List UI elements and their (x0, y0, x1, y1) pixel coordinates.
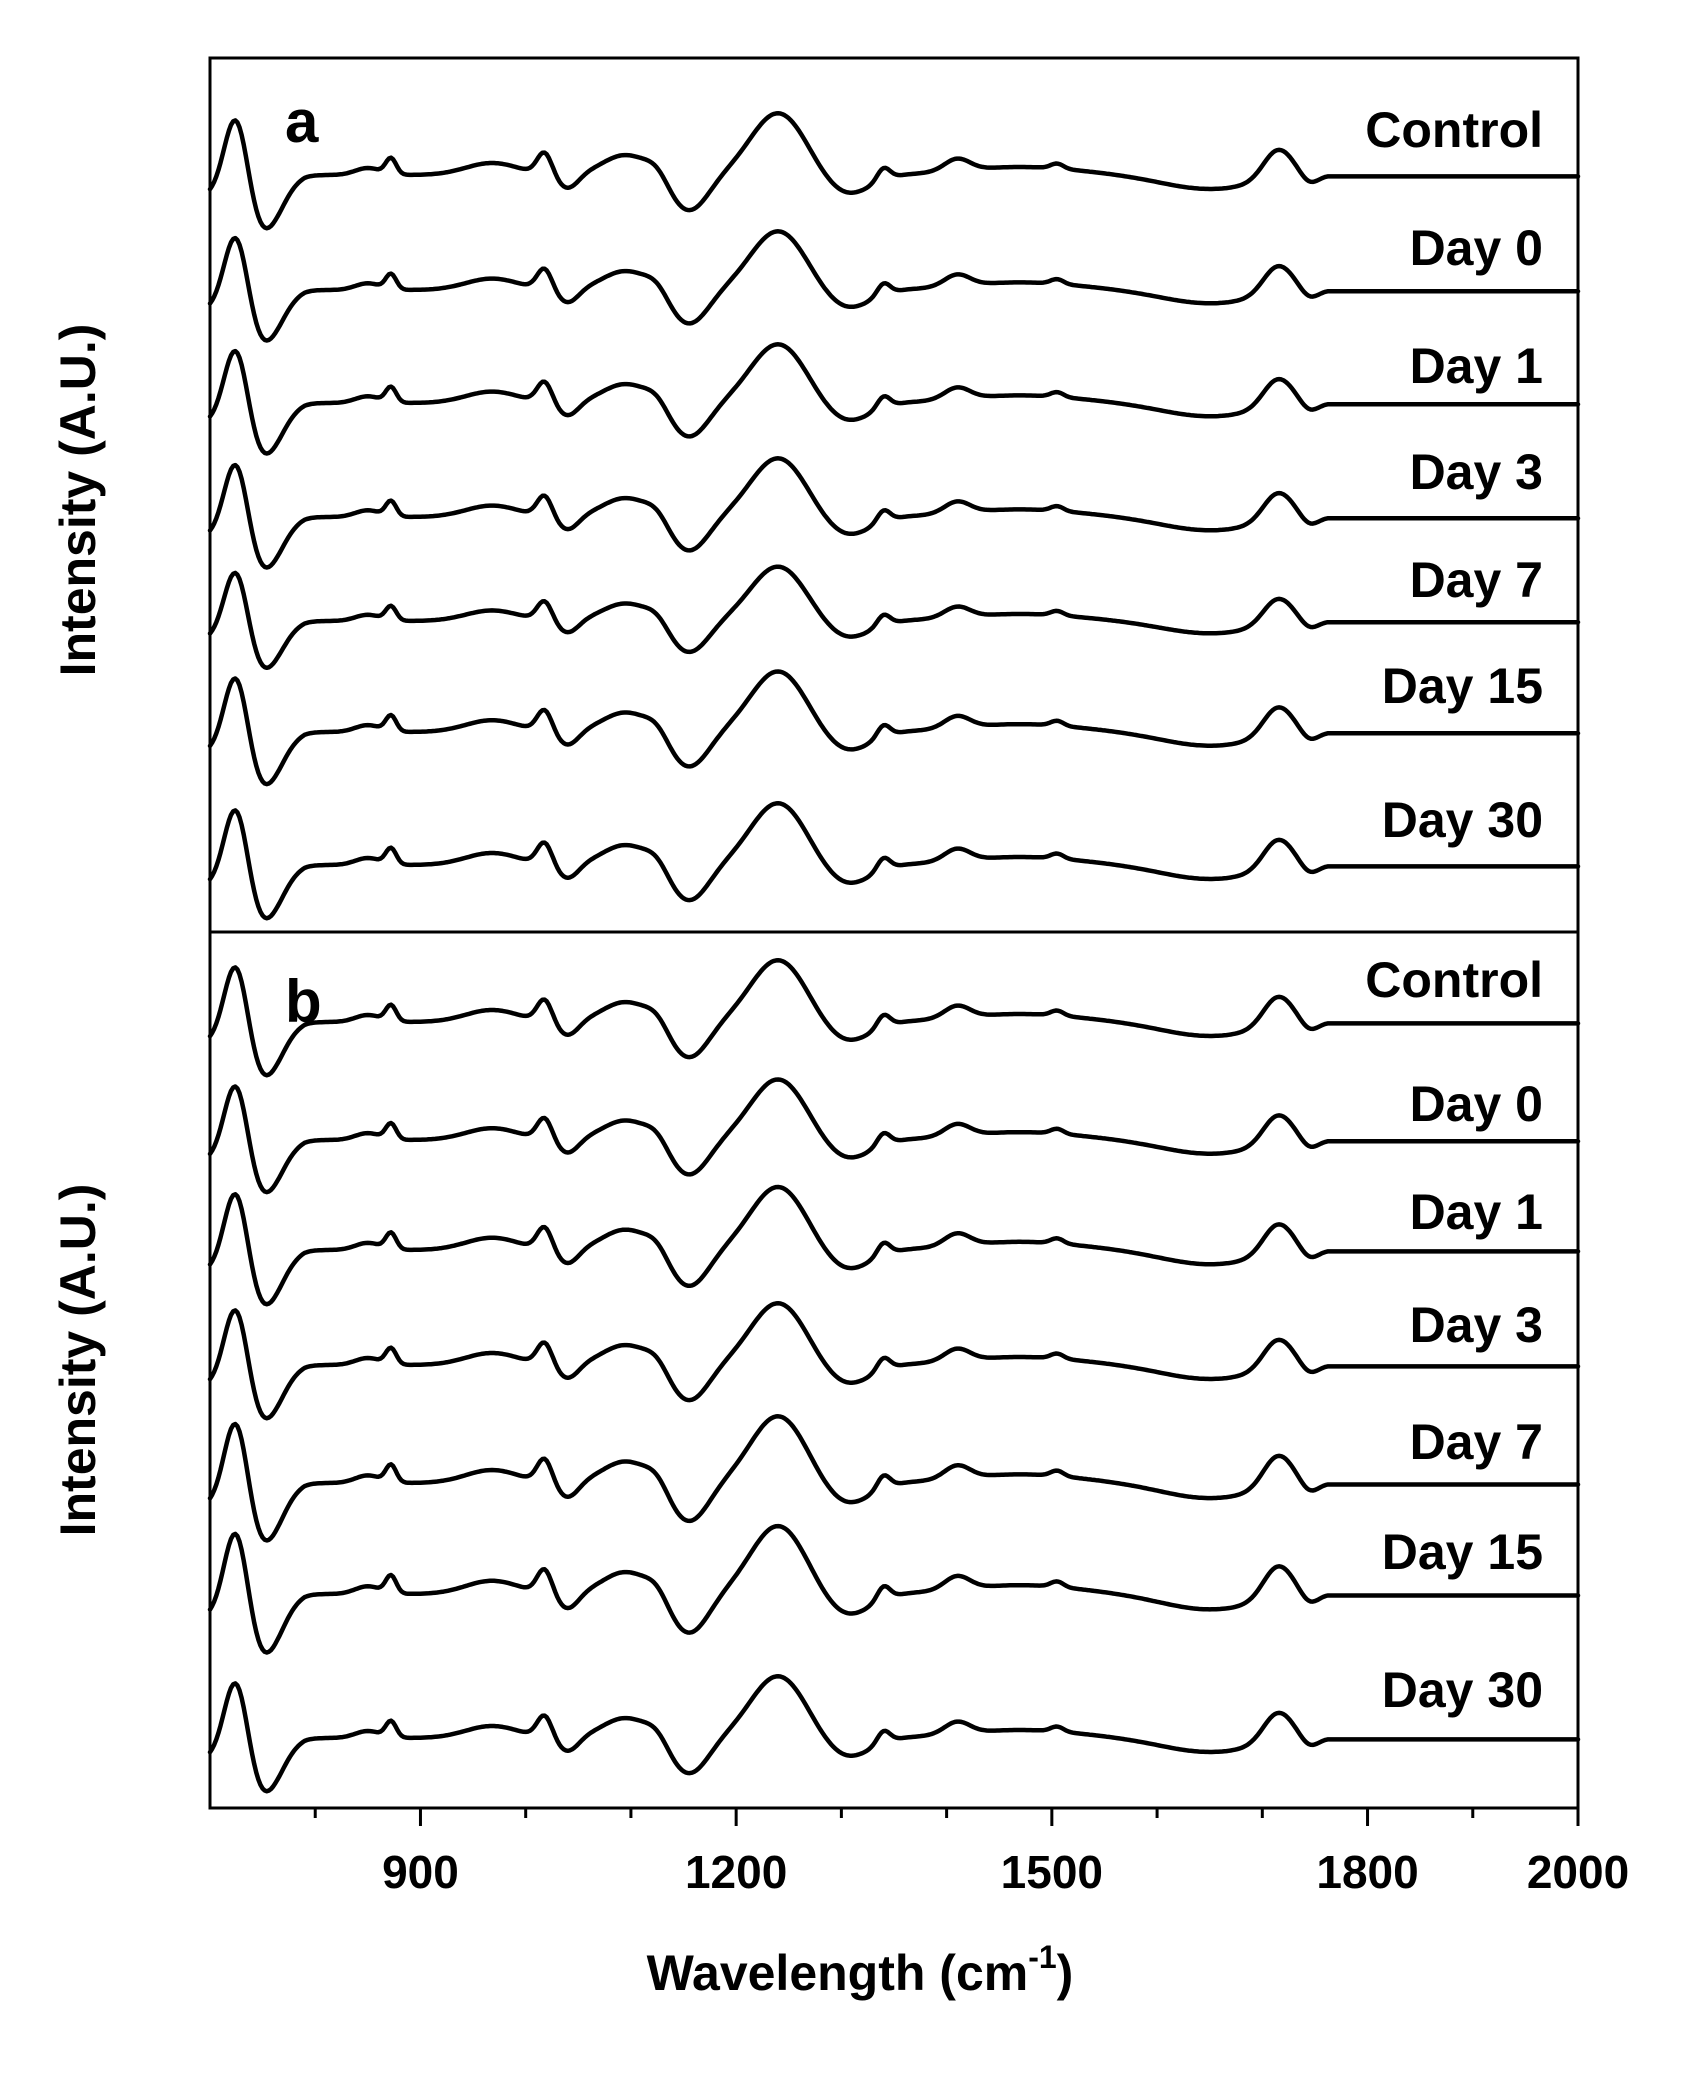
panel-b-day-3-label: Day 3 (1410, 1297, 1543, 1353)
panel-b-day-15-label: Day 15 (1382, 1524, 1543, 1580)
x-tick-label-900: 900 (382, 1846, 459, 1898)
x-axis-title-close: ) (1057, 1945, 1074, 2001)
panel-b-frame (208, 930, 1580, 1810)
panel-b-day-0-trace (207, 1077, 1581, 1195)
panel-a-y-axis-title: Intensity (A.U.) (50, 324, 106, 677)
panel-b-day-30-label: Day 30 (1382, 1662, 1543, 1718)
panel-b-day-1-label: Day 1 (1410, 1184, 1543, 1240)
panel-b-day-1-trace (207, 1184, 1581, 1307)
panel-a-frame (208, 56, 1580, 934)
x-tick-label-1500: 1500 (1001, 1846, 1103, 1898)
panel-a-day-30-label: Day 30 (1382, 792, 1543, 848)
panel-a-day-1-trace (207, 342, 1581, 456)
x-axis-title-main: Wavelength (cm (647, 1945, 1029, 2001)
panel-a-day-0-trace (207, 229, 1581, 343)
x-axis-title-exponent: -1 (1028, 1939, 1056, 1975)
panel-a-control-trace (207, 111, 1581, 231)
x-tick-label-1200: 1200 (685, 1846, 787, 1898)
panel-b-day-7-trace (207, 1414, 1581, 1543)
panel-a-day-3-label: Day 3 (1410, 444, 1543, 500)
panel-a-control-label: Control (1365, 102, 1543, 158)
panel-b-day-7-label: Day 7 (1410, 1414, 1543, 1470)
panel-a-day-7-trace (207, 564, 1581, 671)
panel-a-day-3-trace (207, 456, 1581, 570)
panel-b-control-trace (207, 958, 1581, 1078)
x-axis-title: Wavelength (cm-1) (647, 1939, 1074, 2001)
panel-a-day-7-label: Day 7 (1410, 552, 1543, 608)
panel-a-day-15-label: Day 15 (1382, 658, 1543, 714)
x-tick-label-2000: 2000 (1527, 1846, 1629, 1898)
panel-a-day-0-label: Day 0 (1410, 220, 1543, 276)
x-axis: 900 1200 1500 1800 2000 (313, 1808, 1629, 1898)
panel-b-control-label: Control (1365, 952, 1543, 1008)
panel-a-day-15-trace (207, 669, 1581, 787)
panel-b-day-30-trace (207, 1674, 1581, 1794)
panel-b-day-0-label: Day 0 (1410, 1076, 1543, 1132)
panel-b-y-axis-title: Intensity (A.U.) (50, 1184, 106, 1537)
x-tick-label-1800: 1800 (1316, 1846, 1418, 1898)
panel-a-day-1-label: Day 1 (1410, 338, 1543, 394)
panel-b-day-3-trace (207, 1301, 1581, 1421)
panel-a-day-30-trace (207, 801, 1581, 921)
panel-label-a: a (285, 88, 319, 155)
panel-a: a Intensity (A.U.) Control Day 0 Day 1 Day 3 D… (50, 56, 1581, 934)
panel-b-day-15-trace (207, 1523, 1581, 1655)
